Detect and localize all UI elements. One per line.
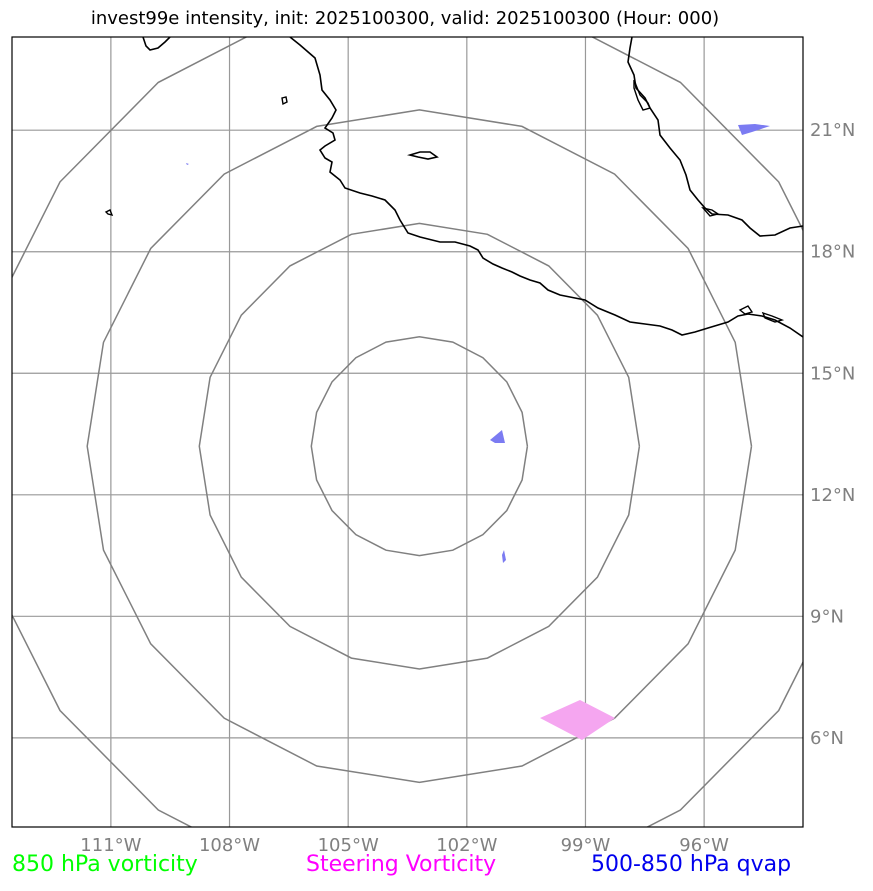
map-figure: 111°W 108°W 105°W 102°W 99°W 96°W 21°N18°N15°…	[0, 0, 873, 891]
island-tres-marias	[282, 97, 287, 104]
qvap-patch-ne	[738, 124, 770, 135]
legend-850-vorticity: 850 hPa vorticity	[12, 852, 198, 877]
qvap-patch-nw	[186, 163, 189, 165]
coastline-mexico	[290, 37, 803, 337]
lat-tick-label: 9°N	[810, 606, 844, 627]
lat-tick-label: 15°N	[810, 363, 855, 384]
range-ring	[311, 337, 527, 556]
legend-steering-vorticity: Steering Vorticity	[306, 852, 496, 877]
range-ring	[87, 110, 751, 783]
lat-tick-label: 21°N	[810, 120, 855, 141]
range-ring	[0, 0, 863, 891]
legend-qvap: 500-850 hPa qvap	[591, 852, 791, 877]
range-rings	[0, 0, 863, 891]
lat-tick-label: 12°N	[810, 485, 855, 506]
lat-tick-label: 6°N	[810, 728, 844, 749]
graticule	[12, 37, 803, 827]
lon-tick-label: 108°W	[199, 835, 260, 856]
latitude-labels: 21°N 18°N 15°N 12°N 9°N 6°N	[810, 120, 855, 749]
lagoon-oaxaca	[740, 306, 752, 314]
lake-chapala	[410, 152, 437, 159]
lat-tick-label: 18°N	[810, 242, 855, 263]
steering-vorticity-patch	[540, 700, 615, 740]
coastline-baja	[143, 37, 170, 50]
qvap-patch-center	[490, 430, 505, 443]
map-frame	[12, 37, 803, 827]
qvap-patch-south	[502, 550, 506, 563]
coastline-gulf	[628, 37, 803, 236]
range-ring	[199, 223, 639, 669]
